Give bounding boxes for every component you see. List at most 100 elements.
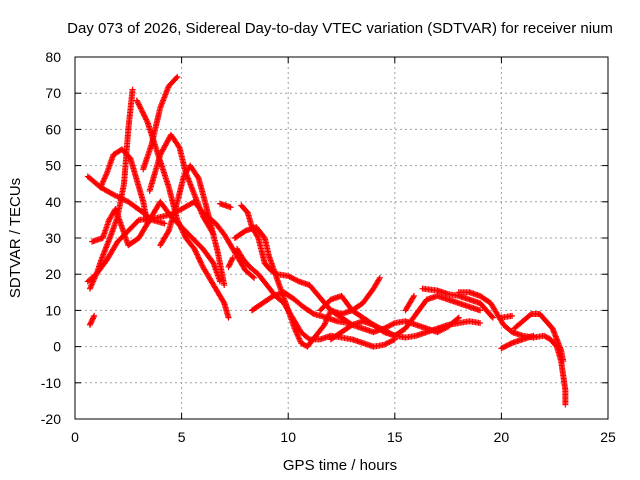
series-pass-18: [327, 318, 484, 343]
series-pass-19: [402, 292, 417, 314]
y-tick-label: 10: [45, 302, 61, 318]
data-point: [197, 259, 204, 266]
data-point: [192, 247, 199, 254]
data-point: [294, 277, 301, 284]
x-tick-label: 0: [71, 429, 79, 445]
x-tick-label: 20: [494, 429, 510, 445]
y-tick-label: 80: [45, 49, 61, 65]
data-point: [229, 256, 236, 263]
series-pass-22: [498, 312, 516, 321]
data-point: [410, 292, 417, 299]
data-point: [174, 216, 181, 223]
data-point: [135, 100, 142, 107]
data-point: [383, 340, 390, 347]
data-point: [289, 275, 296, 282]
data-point: [477, 320, 484, 327]
data-point: [386, 330, 393, 337]
series-pass-13: [231, 224, 383, 350]
series-pass-8: [140, 73, 181, 173]
data-point: [387, 322, 394, 329]
data-point: [113, 192, 120, 199]
data-point: [251, 274, 258, 281]
data-point: [389, 337, 396, 344]
series-pass-4: [86, 312, 98, 328]
data-point: [110, 191, 117, 198]
series-pass-23: [511, 311, 567, 365]
data-point: [344, 320, 351, 327]
y-tick-label: 30: [45, 230, 61, 246]
data-point: [382, 327, 389, 334]
data-point: [527, 312, 534, 319]
data-point: [305, 335, 312, 342]
data-point: [381, 327, 388, 334]
data-point: [509, 312, 516, 319]
series-pass-10: [157, 162, 228, 289]
data-point: [227, 204, 234, 211]
data-point: [293, 277, 300, 284]
data-point: [138, 106, 145, 113]
data-point: [139, 108, 146, 115]
data-point: [389, 321, 396, 328]
data-point: [374, 323, 381, 330]
data-point: [137, 104, 144, 111]
data-point: [141, 113, 148, 120]
data-point: [134, 98, 141, 105]
data-point: [197, 258, 204, 265]
data-point: [502, 343, 509, 350]
data-point: [111, 192, 118, 199]
data-point: [379, 326, 386, 333]
data-point: [503, 342, 510, 349]
x-tick-label: 25: [600, 429, 616, 445]
data-point: [220, 298, 227, 305]
data-point: [176, 221, 183, 228]
y-tick-label: -10: [41, 375, 61, 391]
data-point: [505, 342, 512, 349]
data-point: [376, 276, 383, 283]
data-point: [198, 261, 205, 268]
data-point: [141, 112, 148, 119]
chart-title: Day 073 of 2026, Sidereal Day-to-day VTE…: [67, 20, 613, 37]
data-point: [91, 312, 98, 319]
data-point: [371, 322, 378, 329]
data-point: [477, 307, 484, 314]
data-point: [562, 401, 569, 408]
data-point: [291, 276, 298, 283]
y-axis-label: SDTVAR / TECUs: [7, 178, 24, 298]
data-point: [488, 313, 495, 320]
y-tick-label: 0: [53, 339, 61, 355]
data-point: [175, 143, 182, 150]
data-point: [254, 233, 261, 240]
series-pass-9: [146, 131, 217, 238]
data-point: [135, 101, 142, 108]
series-pass-6: [97, 146, 151, 227]
data-point: [180, 230, 187, 237]
data-point: [387, 330, 394, 337]
data-point: [133, 97, 140, 104]
data-point: [161, 220, 168, 227]
data-point: [387, 338, 394, 345]
data-point: [137, 105, 144, 112]
series-pass-17: [317, 292, 484, 339]
data-point: [499, 344, 506, 351]
data-point: [193, 250, 200, 257]
data-point: [507, 340, 514, 347]
data-point: [290, 275, 297, 282]
data-point: [260, 233, 267, 240]
data-point: [385, 339, 392, 346]
data-point: [143, 117, 150, 124]
y-tick-label: 70: [45, 85, 61, 101]
x-axis-label: GPS time / hours: [283, 457, 397, 474]
series-pass-14: [225, 254, 236, 270]
data-point: [229, 254, 236, 261]
data-point: [287, 274, 294, 281]
data-point: [109, 190, 116, 197]
data-point: [144, 220, 151, 227]
x-tick-label: 5: [178, 429, 186, 445]
data-point: [221, 282, 228, 289]
series-pass-11: [216, 200, 234, 211]
data-point: [142, 115, 149, 122]
data-point: [173, 75, 180, 82]
data-point: [143, 116, 150, 123]
data-point: [381, 341, 388, 348]
